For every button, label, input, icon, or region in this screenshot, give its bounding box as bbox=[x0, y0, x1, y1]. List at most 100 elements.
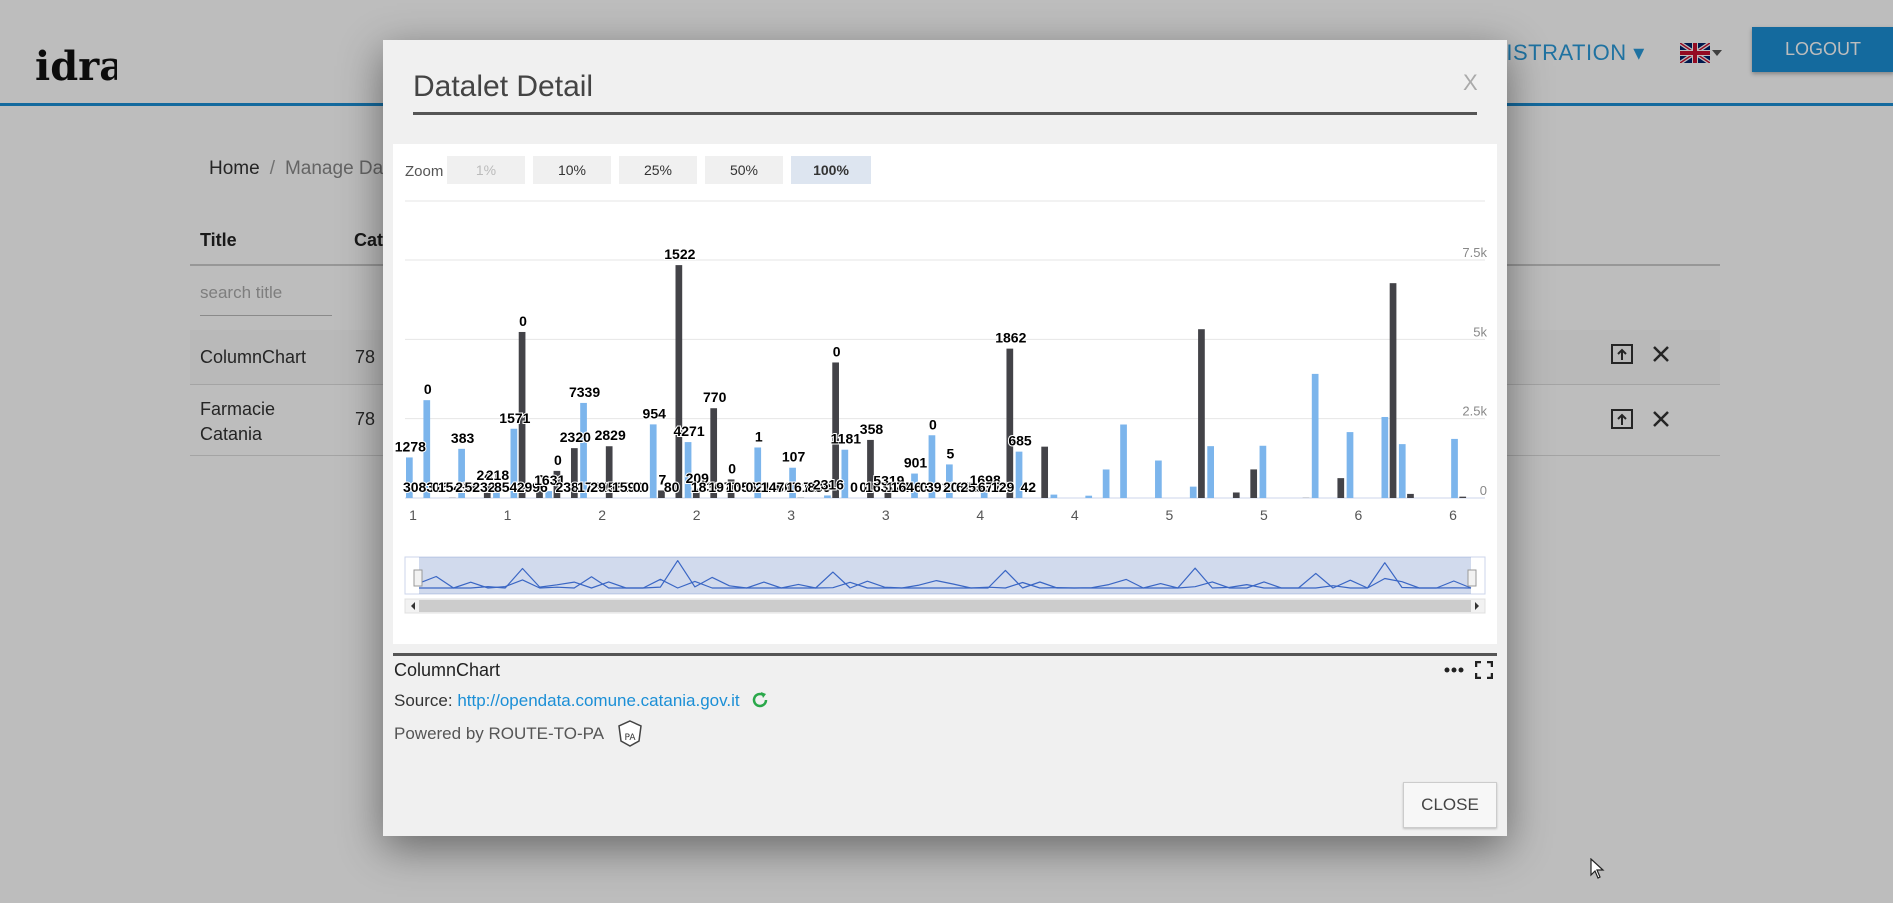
data-label: 0 bbox=[519, 313, 527, 329]
bar bbox=[1189, 486, 1197, 498]
bar bbox=[832, 362, 839, 498]
navigator-left-handle[interactable] bbox=[413, 569, 423, 587]
idra-logo[interactable]: idra bbox=[33, 18, 117, 88]
bar bbox=[824, 495, 831, 498]
zoom-10-button[interactable]: 10% bbox=[533, 156, 611, 184]
data-label: 1058 bbox=[726, 479, 757, 495]
chart-card: Zoom 1% 10% 25% 50% 100% 0 2.5k 5k 7.5k 1278… bbox=[393, 144, 1497, 644]
route-to-pa-logo: PA bbox=[618, 720, 642, 747]
data-label: 0 bbox=[424, 381, 432, 397]
data-label: 2077 bbox=[943, 479, 974, 495]
more-options-icon[interactable] bbox=[1443, 663, 1465, 677]
source-line: Source: http://opendata.comune.catania.g… bbox=[394, 690, 770, 711]
delete-icon[interactable] bbox=[1649, 407, 1673, 431]
column-header-title[interactable]: Title bbox=[200, 230, 237, 250]
close-icon[interactable]: X bbox=[1463, 70, 1478, 95]
bar bbox=[1050, 494, 1058, 498]
bar bbox=[553, 470, 561, 498]
y-tick-label: 0 bbox=[1480, 483, 1487, 498]
navigator-right-handle[interactable] bbox=[1467, 569, 1477, 587]
bar bbox=[684, 442, 692, 498]
data-label: 1698 bbox=[970, 472, 1001, 488]
data-label: 1977 bbox=[708, 479, 739, 495]
breadcrumb-home[interactable]: Home bbox=[209, 158, 260, 179]
bar bbox=[605, 446, 613, 498]
bar bbox=[946, 464, 953, 498]
logo-text: idra bbox=[35, 43, 117, 88]
data-label: 2996 bbox=[517, 479, 548, 495]
bar bbox=[545, 491, 553, 498]
data-label: 7 bbox=[659, 471, 667, 487]
zoom-25-button[interactable]: 25% bbox=[619, 156, 697, 184]
bar bbox=[483, 485, 491, 498]
modal-title: Datalet Detail bbox=[413, 70, 1477, 115]
administration-menu-label: NISTRATION bbox=[1490, 40, 1627, 65]
bar bbox=[458, 448, 465, 498]
row-catalogue: 78 bbox=[355, 409, 376, 429]
zoom-1-button[interactable]: 1% bbox=[447, 156, 525, 184]
x-tick-label: 4 bbox=[1071, 507, 1079, 523]
data-label: 107 bbox=[782, 449, 806, 465]
data-label: 238 bbox=[555, 479, 579, 495]
data-label: 6770 bbox=[978, 479, 1009, 495]
breadcrumb-current: Manage Data bbox=[284, 158, 400, 179]
delete-icon[interactable] bbox=[1649, 342, 1673, 366]
navigator-series-line bbox=[419, 560, 1472, 589]
refresh-icon[interactable] bbox=[750, 690, 770, 710]
x-tick-label: 4 bbox=[976, 507, 984, 523]
scrollbar-thumb[interactable] bbox=[419, 600, 1471, 612]
x-tick-label: 5 bbox=[1260, 507, 1268, 523]
data-label: 1278 bbox=[395, 438, 426, 454]
data-label: 1592 bbox=[612, 479, 643, 495]
fullscreen-icon[interactable] bbox=[1475, 661, 1493, 679]
x-tick-label: 1 bbox=[409, 507, 417, 523]
data-label: 586 bbox=[608, 479, 632, 495]
data-label: 1549 bbox=[438, 479, 469, 495]
zoom-100-button[interactable]: 100% bbox=[791, 156, 871, 184]
source-link[interactable]: http://opendata.comune.catania.gov.it bbox=[457, 691, 740, 710]
data-label: 626 bbox=[956, 479, 980, 495]
bar bbox=[406, 457, 413, 498]
bar bbox=[1085, 495, 1093, 498]
bar bbox=[1346, 432, 1354, 498]
bar bbox=[1250, 469, 1258, 498]
x-tick-label: 5 bbox=[1165, 507, 1173, 523]
x-tick-label: 3 bbox=[882, 507, 890, 523]
bar bbox=[710, 408, 718, 498]
bar bbox=[1407, 493, 1414, 498]
data-label: 5319 bbox=[873, 472, 904, 488]
bar bbox=[536, 490, 543, 498]
data-label: 0 bbox=[537, 471, 545, 487]
x-tick-label: 2 bbox=[693, 507, 701, 523]
zoom-50-button[interactable]: 50% bbox=[705, 156, 783, 184]
data-label: 383 bbox=[451, 430, 475, 446]
bar bbox=[493, 485, 500, 498]
data-label: 1618 bbox=[786, 479, 817, 495]
data-label: 1522 bbox=[664, 246, 695, 262]
search-title-input[interactable]: search title bbox=[200, 283, 332, 316]
data-label: 174 bbox=[886, 479, 910, 495]
row-title: ColumnChart bbox=[200, 347, 307, 367]
data-label: 0 bbox=[633, 479, 641, 495]
row-actions bbox=[1610, 342, 1673, 371]
data-label: 358 bbox=[860, 421, 884, 437]
data-label: 901 bbox=[904, 455, 928, 471]
chevron-down-icon[interactable] bbox=[1712, 50, 1722, 56]
close-button[interactable]: CLOSE bbox=[1403, 782, 1497, 828]
logout-button[interactable]: LOGOUT bbox=[1752, 27, 1893, 72]
data-label: 3083 bbox=[403, 479, 434, 495]
data-label: 0 bbox=[920, 479, 928, 495]
scroll-left-icon[interactable] bbox=[411, 602, 415, 610]
administration-menu[interactable]: NISTRATION ▾ bbox=[1490, 40, 1645, 65]
breadcrumb: Home / Manage Data bbox=[209, 158, 400, 179]
uk-flag-icon[interactable] bbox=[1680, 43, 1710, 63]
open-datalet-icon[interactable] bbox=[1610, 342, 1634, 366]
x-tick-label: 6 bbox=[1355, 507, 1363, 523]
open-datalet-icon[interactable] bbox=[1610, 407, 1634, 431]
bar bbox=[980, 491, 988, 498]
scroll-right-icon[interactable] bbox=[1475, 602, 1479, 610]
datalet-detail-modal: Datalet Detail X Zoom 1% 10% 25% 50% 100… bbox=[383, 40, 1507, 836]
bar bbox=[1120, 424, 1127, 498]
powered-by-line: Powered by ROUTE-TO-PA PA bbox=[394, 719, 644, 747]
data-label: 5 bbox=[946, 445, 954, 461]
